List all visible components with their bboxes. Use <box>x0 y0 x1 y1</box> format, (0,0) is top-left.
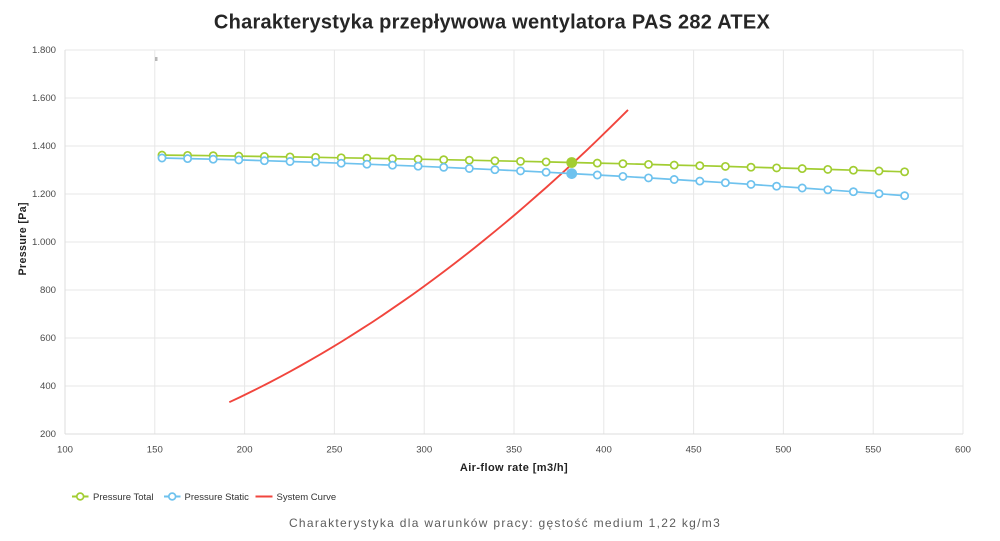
svg-text:200: 200 <box>40 429 56 440</box>
svg-text:200: 200 <box>237 445 253 456</box>
svg-text:Pressure Static: Pressure Static <box>185 492 250 503</box>
svg-text:500: 500 <box>775 445 791 456</box>
svg-text:1.800: 1.800 <box>32 45 56 56</box>
svg-text:250: 250 <box>326 445 342 456</box>
svg-text:400: 400 <box>40 381 56 392</box>
svg-text:800: 800 <box>40 285 56 296</box>
svg-text:1.400: 1.400 <box>32 141 56 152</box>
svg-text:Air-flow rate [m3/h]: Air-flow rate [m3/h] <box>460 462 568 474</box>
svg-text:Charakterystyka dla warunków p: Charakterystyka dla warunków pracy: gęst… <box>289 516 721 530</box>
svg-text:System Curve: System Curve <box>277 492 337 503</box>
svg-text:600: 600 <box>955 445 971 456</box>
svg-text:550: 550 <box>865 445 881 456</box>
svg-text:450: 450 <box>686 445 702 456</box>
svg-text:1.600: 1.600 <box>32 93 56 104</box>
svg-text:1.200: 1.200 <box>32 189 56 200</box>
svg-text:Pressure [Pa]: Pressure [Pa] <box>17 202 29 276</box>
svg-text:300: 300 <box>416 445 432 456</box>
svg-text:350: 350 <box>506 445 522 456</box>
svg-text:1.000: 1.000 <box>32 237 56 248</box>
svg-text:Charakterystyka przepływowa we: Charakterystyka przepływowa wentylatora … <box>214 12 771 34</box>
svg-text:Pressure Total: Pressure Total <box>93 492 154 503</box>
svg-text:600: 600 <box>40 333 56 344</box>
svg-text:400: 400 <box>596 445 612 456</box>
svg-text:100: 100 <box>57 445 73 456</box>
svg-text:150: 150 <box>147 445 163 456</box>
